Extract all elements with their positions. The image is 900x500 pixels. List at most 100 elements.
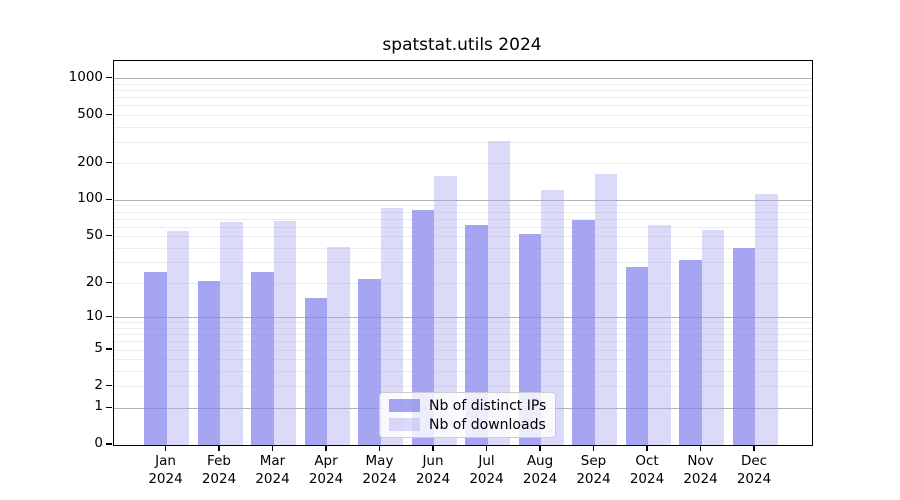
y-tick-label: 1000 — [68, 68, 103, 85]
bar-downloads-jun — [434, 175, 457, 445]
y-tick — [106, 113, 112, 116]
y-tick-label: 10 — [85, 307, 103, 324]
legend-label-downloads: Nb of downloads — [429, 416, 546, 433]
gridline — [114, 247, 812, 249]
x-tick-label-sep: Sep 2024 — [576, 453, 611, 487]
gridline — [114, 283, 812, 285]
gridline — [114, 205, 812, 207]
bar-downloads-sep — [594, 173, 617, 445]
y-tick-label: 2 — [94, 376, 103, 393]
gridline — [114, 78, 812, 80]
gridline — [114, 142, 812, 143]
bar-distinct-ips-oct — [625, 266, 648, 445]
bar-downloads-mar — [273, 220, 296, 445]
x-tick — [218, 445, 220, 451]
gridline — [114, 328, 812, 330]
gridline — [114, 126, 812, 128]
bar-distinct-ips-mar — [251, 272, 274, 445]
x-tick — [164, 445, 167, 451]
chart-title: spatstat.utils 2024 — [382, 35, 542, 55]
bar-downloads-nov — [701, 229, 724, 445]
y-tick-label: 50 — [85, 226, 103, 243]
x-tick — [432, 445, 434, 451]
bar-distinct-ips-jan — [144, 272, 167, 445]
bar-downloads-jan — [166, 230, 189, 445]
x-tick — [378, 445, 381, 451]
x-tick — [325, 445, 327, 451]
x-tick-label-may: May 2024 — [362, 453, 397, 487]
y-tick-label: 200 — [77, 153, 103, 170]
y-tick — [106, 385, 112, 387]
gridline — [114, 359, 812, 361]
bar-distinct-ips-jun — [411, 209, 434, 445]
x-tick — [271, 445, 274, 451]
gridline — [114, 163, 812, 165]
bar-downloads-apr — [327, 246, 350, 445]
gridline — [114, 105, 812, 107]
x-tick-label-dec: Dec 2024 — [736, 453, 772, 487]
legend-item-distinct-ips: Nb of distinct IPs — [389, 397, 546, 414]
gridline — [114, 199, 812, 201]
bar-downloads-dec — [755, 193, 778, 445]
x-tick-label-oct: Oct 2024 — [629, 453, 665, 487]
gridline — [114, 317, 812, 319]
x-tick-label-jan: Jan 2024 — [148, 453, 183, 487]
legend-swatch-distinct-ips — [389, 399, 420, 412]
legend: Nb of distinct IPs Nb of downloads — [379, 392, 557, 438]
x-tick-label-aug: Aug 2024 — [522, 453, 558, 487]
gridline — [114, 97, 812, 99]
y-tick — [106, 316, 112, 318]
legend-swatch-downloads — [389, 418, 420, 431]
bar-distinct-ips-apr — [304, 298, 327, 445]
y-tick-label: 100 — [77, 190, 103, 207]
x-tick-label-apr: Apr 2024 — [308, 453, 344, 487]
y-tick-label: 5 — [94, 340, 103, 357]
y-tick-label: 1 — [94, 398, 103, 415]
gridline — [114, 386, 812, 388]
bar-distinct-ips-nov — [679, 259, 702, 445]
y-tick-label: 20 — [85, 273, 103, 290]
x-tick — [485, 445, 488, 451]
y-tick — [106, 282, 112, 284]
x-tick — [539, 445, 541, 451]
y-tick — [106, 235, 112, 237]
y-tick — [106, 162, 112, 164]
bar-downloads-oct — [648, 224, 671, 445]
x-tick-label-jun: Jun 2024 — [415, 453, 451, 487]
gridline — [114, 115, 812, 116]
gridline — [114, 334, 812, 336]
x-tick — [753, 445, 755, 451]
y-tick-label: 500 — [77, 105, 103, 122]
x-tick — [699, 445, 702, 451]
bar-downloads-jul — [487, 141, 510, 445]
gridline — [114, 83, 812, 85]
y-tick — [106, 406, 112, 408]
bar-distinct-ips-may — [358, 278, 381, 445]
x-tick-label-jul: Jul 2024 — [469, 453, 504, 487]
legend-item-downloads: Nb of downloads — [389, 416, 546, 433]
bar-distinct-ips-sep — [572, 219, 595, 445]
y-tick — [106, 348, 112, 350]
bar-downloads-aug — [541, 189, 564, 445]
legend-label-distinct-ips: Nb of distinct IPs — [429, 397, 547, 414]
gridline — [114, 322, 812, 324]
plot-area — [113, 60, 813, 446]
y-tick — [106, 77, 112, 79]
y-tick — [106, 198, 112, 200]
bar-distinct-ips-feb — [197, 281, 220, 445]
x-tick-label-nov: Nov 2024 — [683, 453, 718, 487]
gridline — [114, 218, 812, 220]
x-tick — [592, 445, 595, 451]
y-tick — [106, 443, 112, 445]
gridline — [114, 226, 812, 228]
bar-distinct-ips-jul — [465, 225, 488, 445]
gridline — [114, 349, 812, 351]
gridline — [114, 371, 812, 373]
bar-downloads-feb — [220, 222, 243, 445]
gridline — [114, 236, 812, 238]
x-tick-label-feb: Feb 2024 — [201, 453, 237, 487]
gridline — [114, 341, 812, 343]
x-tick-label-mar: Mar 2024 — [255, 453, 290, 487]
bar-downloads-may — [380, 208, 403, 445]
